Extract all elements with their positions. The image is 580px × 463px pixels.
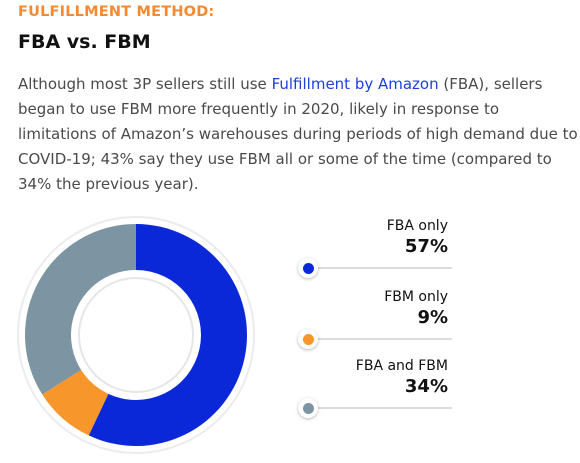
legend-dot	[298, 258, 318, 278]
donut-slice-fbm-only	[42, 369, 109, 436]
legend-item-fbm-only: FBM only 9%	[296, 289, 452, 369]
legend-value: 57%	[404, 236, 448, 257]
page-title: FBA vs. FBM	[18, 31, 151, 53]
legend-item-fba-only: FBA only 57%	[296, 218, 452, 298]
description-text-start: Although most 3P sellers still use	[18, 75, 272, 93]
legend-label: FBM only	[384, 289, 448, 305]
legend-value: 34%	[404, 376, 448, 397]
section-eyebrow: FULFILLMENT METHOD:	[18, 4, 215, 20]
legend-dot	[298, 329, 318, 349]
description-text-end: (FBA), sellers began to use FBM more fre…	[18, 75, 578, 193]
legend-divider	[312, 267, 452, 269]
legend-label: FBA only	[386, 218, 448, 234]
legend-divider	[312, 407, 452, 409]
donut-slice-fba-only	[88, 224, 247, 446]
legend-dot-color	[302, 333, 314, 345]
legend-value: 9%	[417, 307, 448, 328]
legend-dot-color	[302, 262, 314, 274]
legend-dot-color	[302, 402, 314, 414]
legend-divider	[312, 338, 452, 340]
donut-inner-ring	[78, 277, 194, 393]
legend-label: FBA and FBM	[355, 358, 448, 374]
fulfillment-by-amazon-link[interactable]: Fulfillment by Amazon	[271, 75, 439, 93]
donut-chart	[17, 216, 255, 454]
legend-dot	[298, 398, 318, 418]
donut-slice-fba-and-fbm	[24, 224, 136, 395]
description-paragraph: Although most 3P sellers still use Fulfi…	[18, 72, 578, 197]
legend-item-fba-and-fbm: FBA and FBM 34%	[296, 358, 452, 438]
